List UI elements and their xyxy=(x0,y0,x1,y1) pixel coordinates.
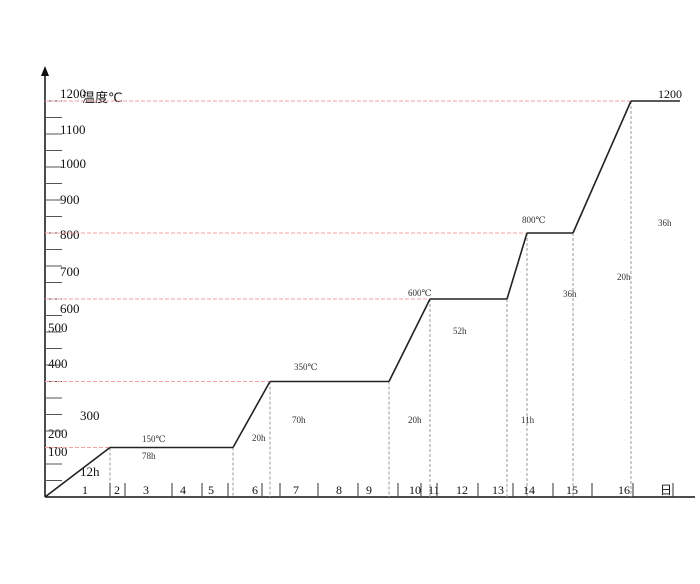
duration-label: 78h xyxy=(142,451,156,461)
duration-label: 36h xyxy=(563,289,577,299)
y-tick-label: 1000 xyxy=(60,156,86,171)
duration-label: 20h xyxy=(617,272,631,282)
day-label: 2 xyxy=(114,483,120,497)
day-label: 6 xyxy=(252,483,258,497)
duration-label: 12h xyxy=(80,464,100,479)
temperature-label: 350℃ xyxy=(294,362,318,372)
curve-segment-3 xyxy=(232,381,271,448)
temperature-label: 600℃ xyxy=(408,288,432,298)
duration-label: 11h xyxy=(521,415,535,425)
day-label: 16 xyxy=(618,483,630,497)
y-tick-label: 300 xyxy=(80,408,100,423)
curve-segment-5 xyxy=(388,298,431,382)
duration-label: 52h xyxy=(453,326,467,336)
curve-segment-9 xyxy=(572,100,632,234)
day-label: 7 xyxy=(293,483,299,497)
day-label: 12 xyxy=(456,483,468,497)
y-tick-label: 200 xyxy=(48,426,68,441)
day-label: 14 xyxy=(523,483,535,497)
day-label: 13 xyxy=(492,483,504,497)
x-axis-label: 日 xyxy=(660,483,672,497)
y-tick-label: 400 xyxy=(48,356,68,371)
y-tick-label: 1200 xyxy=(60,86,86,101)
day-label: 4 xyxy=(180,483,186,497)
duration-label: 70h xyxy=(292,415,306,425)
y-tick-label: 1100 xyxy=(60,122,86,137)
day-label: 9 xyxy=(366,483,372,497)
day-label: 8 xyxy=(336,483,342,497)
duration-label: 20h xyxy=(408,415,422,425)
y-tick-label: 100 xyxy=(48,444,68,459)
y-tick-label: 500 xyxy=(48,320,68,335)
day-label: 1 xyxy=(82,483,88,497)
axes: 温度℃ xyxy=(41,66,695,498)
temperature-label: 150℃ xyxy=(142,434,166,444)
duration-label: 36h xyxy=(658,218,672,228)
y-tick-label: 600 xyxy=(60,301,80,316)
day-label: 10 xyxy=(409,483,421,497)
y-tick-label: 800 xyxy=(60,227,80,242)
curve-segment-7 xyxy=(506,232,528,300)
curve-segment-1 xyxy=(44,446,111,498)
y-tick-label: 900 xyxy=(60,192,80,207)
y-axis-label: 温度℃ xyxy=(82,90,123,106)
day-label: 15 xyxy=(566,483,578,497)
y-tick-label: 700 xyxy=(60,264,80,279)
day-label: 3 xyxy=(143,483,149,497)
temperature-label: 1200 xyxy=(658,87,682,101)
temperature-label: 800℃ xyxy=(522,215,546,225)
duration-label: 20h xyxy=(252,433,266,443)
y-axis-arrow-icon xyxy=(41,66,49,76)
day-label: 5 xyxy=(208,483,214,497)
day-label: 11 xyxy=(428,483,440,497)
